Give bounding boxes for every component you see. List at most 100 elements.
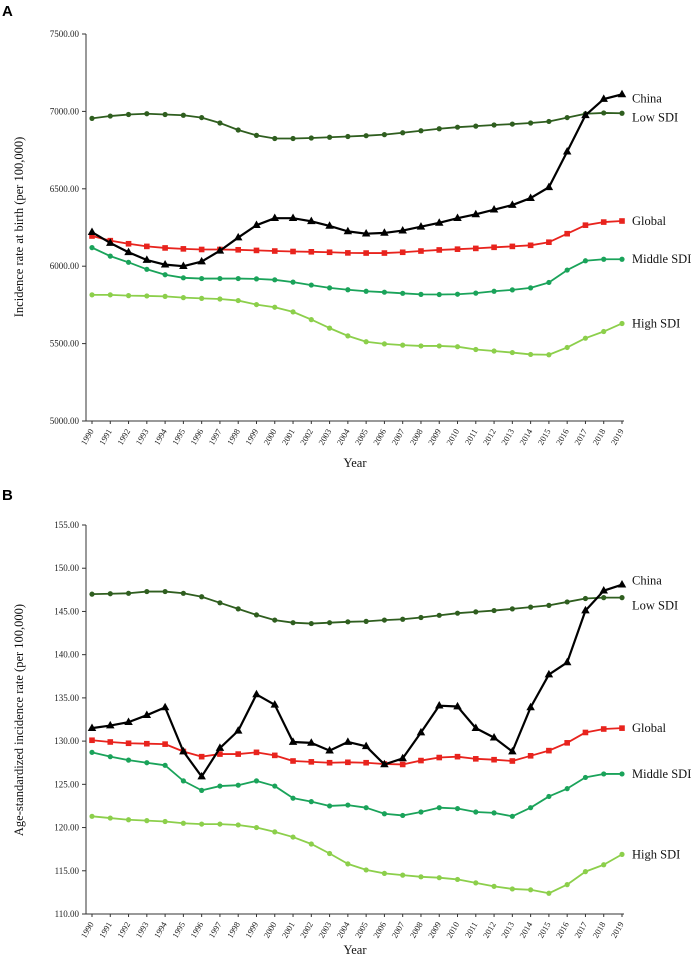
- series-china: [87, 579, 627, 780]
- data-point: [160, 702, 170, 711]
- data-point: [399, 249, 406, 256]
- data-point: [564, 740, 570, 746]
- data-point: [381, 250, 388, 256]
- data-point: [179, 261, 188, 270]
- x-tick-label: 2013: [499, 427, 516, 447]
- data-point: [272, 783, 278, 789]
- legend-label-middle-sdi: Middle SDI: [632, 252, 691, 266]
- data-point: [199, 821, 205, 827]
- panel-a-x-ticks: 1990 1991 1992 1993 1994 1995 1996 1997 1998 1999…: [79, 421, 626, 447]
- x-tick-label: 1992: [115, 427, 132, 447]
- x-tick-label: 2000: [261, 427, 278, 447]
- data-point: [472, 756, 479, 762]
- x-tick-label: 2009: [426, 920, 443, 940]
- data-point: [564, 230, 570, 237]
- data-point: [619, 771, 625, 777]
- data-point: [326, 803, 333, 809]
- data-point: [363, 618, 369, 624]
- data-point: [125, 817, 132, 823]
- data-point: [491, 810, 497, 816]
- x-tick-label: 1990: [79, 427, 96, 447]
- data-point: [601, 595, 607, 601]
- data-point: [400, 130, 406, 136]
- data-point: [601, 862, 607, 868]
- data-point: [89, 292, 95, 298]
- panel-a-x-axis-title: Year: [343, 456, 367, 470]
- data-point: [180, 778, 186, 784]
- data-point: [215, 743, 225, 751]
- x-tick-label: 2005: [353, 920, 370, 940]
- data-point: [125, 259, 132, 265]
- x-tick-label: 2016: [554, 427, 571, 447]
- data-point: [326, 620, 333, 626]
- x-tick-label: 1991: [97, 427, 114, 447]
- x-tick-label: 2018: [590, 920, 607, 940]
- data-point: [546, 747, 552, 754]
- data-point: [308, 620, 314, 627]
- x-tick-label: 2010: [444, 920, 461, 940]
- data-point: [491, 756, 497, 763]
- legend-label-global: Global: [632, 214, 667, 228]
- x-tick-label: 1996: [188, 427, 205, 447]
- data-point: [198, 753, 205, 760]
- data-point: [528, 887, 534, 893]
- data-point: [106, 238, 115, 246]
- data-point: [345, 287, 351, 293]
- data-point: [454, 124, 461, 130]
- data-point: [290, 795, 296, 801]
- data-point: [235, 297, 241, 304]
- legend-label-china: China: [632, 91, 662, 105]
- data-point: [345, 250, 351, 256]
- data-point: [601, 256, 607, 262]
- data-point: [564, 882, 570, 888]
- series-low-sdi: [89, 588, 625, 627]
- y-tick-label: 115.00: [55, 866, 80, 876]
- y-tick-label: 6500.00: [50, 184, 80, 194]
- series-high-sdi: [89, 292, 625, 358]
- data-point: [619, 218, 625, 224]
- data-point: [179, 746, 188, 755]
- y-tick-label: 7500.00: [50, 29, 80, 39]
- data-point: [325, 745, 334, 754]
- x-tick-label: 2001: [280, 427, 297, 447]
- legend-label-china: China: [632, 574, 662, 588]
- data-point: [400, 342, 406, 348]
- x-tick-label: 2017: [572, 427, 589, 447]
- data-point: [308, 249, 315, 255]
- data-point: [582, 774, 589, 781]
- data-point: [619, 256, 625, 262]
- data-point: [142, 710, 152, 719]
- data-point: [325, 221, 334, 229]
- series-middle-sdi: [89, 749, 625, 819]
- data-point: [509, 758, 516, 764]
- data-point: [124, 247, 133, 256]
- data-point: [546, 279, 552, 286]
- data-point: [271, 248, 278, 254]
- data-point: [564, 114, 570, 121]
- data-point: [199, 275, 205, 282]
- data-point: [233, 232, 243, 241]
- data-point: [233, 726, 243, 734]
- panel-a-legend: China Low SDI Global Middle SDI High SDI: [632, 91, 691, 330]
- x-tick-label: 1992: [115, 920, 132, 940]
- panel-a-y-ticks: 5000.00 5500.00 6000.00 6500.00 7000.00 7500.…: [50, 29, 86, 426]
- data-point: [87, 723, 97, 731]
- data-point: [144, 266, 150, 272]
- panel-a-series: [87, 89, 627, 358]
- panel-b-y-ticks: 110.00 115.00 120.00 125.00 130.00 135.00 140.…: [54, 520, 86, 919]
- data-point: [436, 291, 442, 298]
- data-point: [142, 255, 152, 263]
- x-tick-label: 2003: [316, 920, 333, 940]
- panel-b-x-axis-title: Year: [343, 943, 367, 957]
- x-tick-label: 2019: [609, 920, 626, 940]
- data-point: [436, 875, 442, 881]
- data-point: [180, 295, 186, 301]
- data-point: [546, 602, 552, 608]
- data-point: [528, 604, 534, 610]
- series-line-low-sdi: [91, 112, 623, 140]
- data-point: [144, 740, 150, 747]
- data-point: [400, 290, 406, 296]
- data-point: [546, 239, 552, 246]
- data-point: [454, 291, 461, 297]
- panel-b-chart: B Year Age-standardized incidence rate (…: [2, 487, 691, 957]
